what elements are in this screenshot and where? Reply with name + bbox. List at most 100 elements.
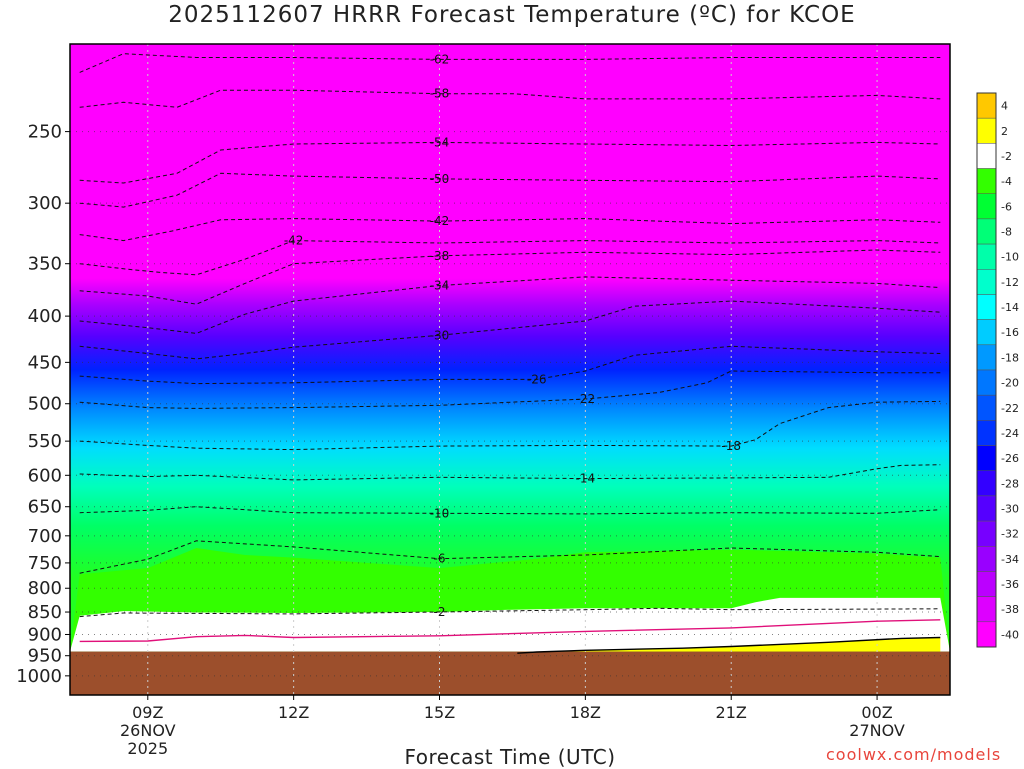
colorbar-label: -24 — [1001, 427, 1019, 440]
isotherm-line — [79, 249, 941, 305]
plot-axes — [69, 43, 951, 696]
y-tick-label: 800 — [28, 578, 62, 599]
isotherm-label: -18 — [721, 439, 741, 453]
freezing-line — [517, 636, 941, 654]
colorbar-bin — [976, 369, 997, 396]
isotherm-line — [79, 400, 941, 451]
isotherm-label: -2 — [434, 605, 446, 619]
isotherm-label: -50 — [430, 172, 450, 186]
colorbar-bin — [976, 269, 997, 295]
isotherm-label: -62 — [430, 52, 450, 66]
isotherm-label: -22 — [576, 392, 596, 406]
colorbar-label: -38 — [1001, 603, 1019, 616]
y-tick-label: 350 — [28, 254, 62, 275]
colorbar-bin — [976, 546, 997, 572]
y-tick-label: 900 — [28, 624, 62, 645]
colorbar-bin — [976, 92, 997, 119]
colorbar-bin — [976, 520, 997, 547]
colorbar-bin — [976, 420, 997, 446]
isotherm-label: -34 — [430, 279, 450, 293]
y-tick-label: 1000 — [16, 666, 62, 687]
isotherm-label: -58 — [430, 87, 450, 101]
y-tick-label: 300 — [28, 193, 62, 214]
colorbar-label: 2 — [1001, 125, 1008, 138]
colorbar-bin — [976, 168, 997, 194]
isotherm-line — [79, 540, 941, 574]
colorbar-label: -16 — [1001, 326, 1019, 339]
x-tick-label: 12Z — [278, 703, 309, 722]
y-axis-ticks: 2503003504004505005506006507007508008509… — [16, 122, 70, 687]
colorbar-bin — [976, 596, 997, 623]
isotherm-label: -10 — [430, 506, 450, 520]
colorbar-label: 4 — [1001, 100, 1008, 113]
y-tick-label: 700 — [28, 526, 62, 547]
wet-bulb-line — [79, 619, 941, 643]
y-tick-label: 850 — [28, 602, 62, 623]
colorbar-label: -6 — [1001, 200, 1012, 213]
isotherm-line — [79, 240, 941, 276]
colorbar-label: -40 — [1001, 628, 1019, 641]
isotherm-label: -42 — [430, 214, 450, 228]
isotherm-line — [79, 370, 941, 409]
plot-fill-layer — [70, 44, 950, 695]
isotherm-line — [79, 607, 941, 618]
colorbar-bin — [976, 143, 997, 169]
x-axis-label: Forecast Time (UTC) — [404, 745, 616, 769]
isotherm-line — [79, 89, 941, 108]
x-tick-label: 27NOV — [849, 721, 905, 740]
isotherm-label: -14 — [576, 472, 596, 486]
x-tick-label: 21Z — [716, 703, 747, 722]
chart-title: 2025112607 HRRR Forecast Temperature (ºC… — [168, 2, 856, 28]
above-freezing-region — [517, 637, 941, 654]
colorbar-bin — [976, 218, 997, 245]
isotherm-line — [79, 345, 941, 385]
isotherm-line — [79, 218, 941, 242]
colorbar-label: -26 — [1001, 452, 1019, 465]
y-tick-label: 250 — [28, 122, 62, 143]
y-tick-label: 650 — [28, 497, 62, 518]
isotherm-line — [79, 464, 941, 481]
colorbar-bin — [976, 621, 997, 648]
x-tick-label: 00Z — [861, 703, 892, 722]
colorbar-label: -30 — [1001, 503, 1019, 516]
colorbar-bin — [976, 470, 997, 497]
x-tick-label: 09Z — [132, 703, 163, 722]
isotherm-label: -38 — [430, 249, 450, 263]
colorbar-label: -18 — [1001, 351, 1019, 364]
y-tick-label: 950 — [28, 646, 62, 667]
colorbar-bin — [976, 344, 997, 371]
colorbar: 4 2 -2 -4 -6 -8 -10 -12 -14 -16 -18 -20 -22 -24 -26 -28… — [976, 92, 1019, 648]
colorbar-bin — [976, 193, 997, 220]
y-tick-label: 600 — [28, 465, 62, 486]
isotherm-label: -26 — [527, 372, 547, 386]
isotherm-line — [79, 276, 941, 334]
colorbar-label: -34 — [1001, 553, 1019, 566]
y-tick-label: 550 — [28, 431, 62, 452]
colorbar-label: -32 — [1001, 528, 1019, 541]
near-freezing-band — [70, 597, 950, 652]
grid-lines — [70, 44, 950, 695]
x-tick-label: 18Z — [570, 703, 601, 722]
colorbar-frame — [976, 92, 997, 648]
y-tick-label: 400 — [28, 306, 62, 327]
colorbar-label: -12 — [1001, 276, 1019, 289]
colorbar-label: -36 — [1001, 578, 1019, 591]
plot-frame — [69, 43, 951, 696]
colorbar-label: -22 — [1001, 402, 1019, 415]
y-tick-label: 450 — [28, 352, 62, 373]
colorbar-label: -8 — [1001, 226, 1012, 239]
y-tick-label: 500 — [28, 394, 62, 415]
y-tick-label: 750 — [28, 553, 62, 574]
colorbar-bin — [976, 495, 997, 522]
colorbar-label: -4 — [1001, 175, 1012, 188]
colorbar-bin — [976, 294, 997, 320]
colorbar-bin — [976, 117, 997, 144]
ground-terrain — [70, 651, 950, 695]
site-credit[interactable]: coolwx.com/models — [826, 745, 1002, 764]
x-tick-label: 2025 — [127, 739, 168, 758]
isotherm-line — [79, 506, 941, 515]
colorbar-bin — [976, 394, 997, 421]
colorbar-label: -10 — [1001, 251, 1019, 264]
